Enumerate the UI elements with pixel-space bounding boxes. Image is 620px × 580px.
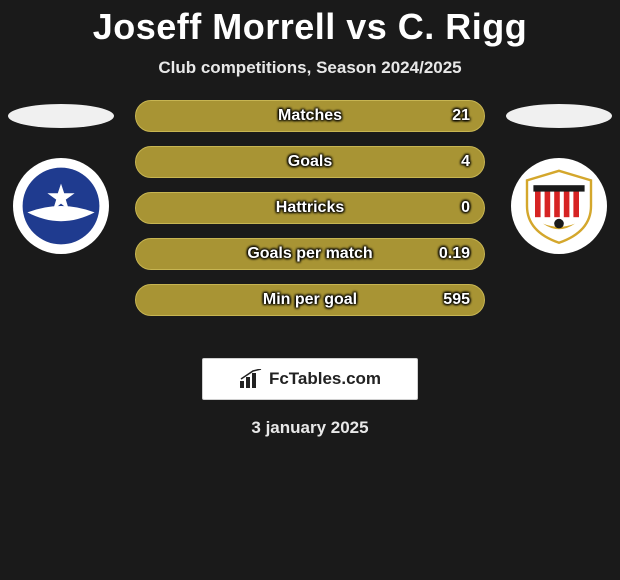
- right-team-crest: [511, 158, 607, 254]
- date-text: 3 january 2025: [0, 418, 620, 438]
- stat-label: Matches: [278, 107, 342, 125]
- subtitle: Club competitions, Season 2024/2025: [0, 58, 620, 78]
- stat-bar-goals-per-match: Goals per match 0.19: [135, 238, 485, 270]
- left-player-column: [6, 106, 116, 254]
- chart-icon: [239, 369, 265, 389]
- stat-bar-goals: Goals 4: [135, 146, 485, 178]
- stat-bars: Matches 21 Goals 4 Hattricks 0 Goals per…: [135, 100, 485, 316]
- portsmouth-crest-icon: [21, 166, 101, 246]
- stat-value-right: 21: [452, 107, 470, 125]
- sunderland-crest-icon: [519, 166, 599, 246]
- stat-label: Goals per match: [247, 245, 372, 263]
- stat-label: Hattricks: [276, 199, 344, 217]
- right-player-column: [504, 106, 614, 254]
- stat-label: Min per goal: [263, 291, 357, 309]
- player-photo-right: [506, 104, 612, 128]
- stat-bar-min-per-goal: Min per goal 595: [135, 284, 485, 316]
- stat-value-right: 0: [461, 199, 470, 217]
- stat-label: Goals: [288, 153, 332, 171]
- left-team-crest: [13, 158, 109, 254]
- stat-bar-hattricks: Hattricks 0: [135, 192, 485, 224]
- stat-bar-matches: Matches 21: [135, 100, 485, 132]
- stat-value-right: 0.19: [439, 245, 470, 263]
- player-photo-left: [8, 104, 114, 128]
- comparison-area: Matches 21 Goals 4 Hattricks 0 Goals per…: [0, 106, 620, 336]
- stat-value-right: 4: [461, 153, 470, 171]
- brand-box[interactable]: FcTables.com: [202, 358, 418, 400]
- page-title: Joseff Morrell vs C. Rigg: [0, 0, 620, 48]
- stat-value-right: 595: [443, 291, 470, 309]
- brand-text: FcTables.com: [269, 369, 381, 389]
